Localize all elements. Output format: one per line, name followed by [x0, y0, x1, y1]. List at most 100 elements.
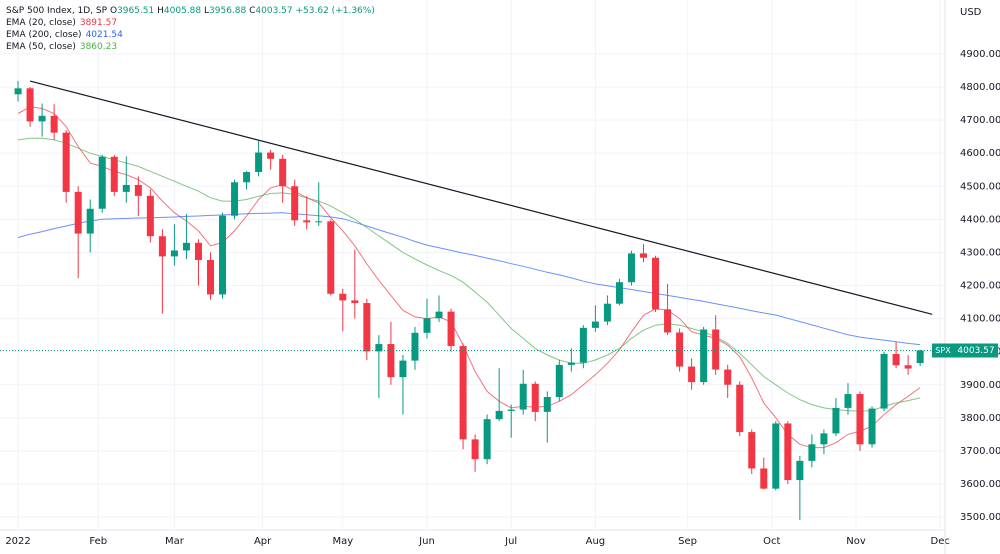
ema-legend: EMA (20, close) 3891.57 EMA (200, close) 40… [6, 17, 375, 53]
candle-body [591, 321, 599, 328]
x-tick-label: Aug [586, 536, 606, 547]
symbol-tag [932, 343, 954, 358]
candle-body [411, 332, 419, 361]
candle-body [279, 158, 287, 187]
candle-body [387, 344, 395, 378]
change: +53.62 (+1.36%) [295, 6, 375, 16]
candle-body [856, 394, 864, 445]
candle-body [267, 152, 275, 159]
ema-line [17, 212, 921, 346]
ema-legend-row: EMA (20, close) 3891.57 [6, 17, 375, 29]
legend: S&P 500 Index, 1D, SP O3965.51 H4005.88 … [6, 5, 375, 53]
candle-body [339, 293, 347, 301]
candle-body [243, 172, 251, 183]
symbol-tag-label: SPX [935, 346, 951, 355]
symbol-title: S&P 500 Index, 1D, SP [6, 6, 108, 16]
candle-body [615, 282, 623, 304]
candle-body [74, 191, 82, 234]
x-tick-label: Mar [165, 536, 185, 547]
ohlc-label: H [157, 6, 164, 16]
candle-body [555, 364, 563, 398]
candle-body [772, 423, 780, 489]
candle-body [483, 419, 491, 460]
candle-body [231, 182, 239, 216]
ema-value: 3891.57 [79, 18, 118, 28]
y-tick-label: 4300.00 [960, 247, 1000, 258]
candle-body [206, 260, 214, 295]
ema-line [17, 137, 921, 412]
candle-body [170, 250, 178, 257]
ohlc-label: C [249, 6, 256, 16]
x-tick-label: Apr [254, 536, 272, 547]
x-tick-label: Jun [418, 536, 435, 547]
candle-body [26, 88, 34, 122]
candle-body [784, 423, 792, 481]
y-tick-label: 3500.00 [960, 512, 1000, 523]
candle-body [700, 329, 708, 383]
symbol-row: S&P 500 Index, 1D, SP O3965.51 H4005.88 … [6, 5, 375, 17]
candle-body [748, 432, 756, 469]
y-tick-label: 3900.00 [960, 380, 1000, 391]
candle-body [14, 88, 22, 95]
x-tick-label: Oct [763, 536, 780, 547]
x-tick-label: May [332, 536, 353, 547]
ema-line [17, 106, 921, 449]
currency-label: USD [960, 7, 982, 18]
ema-name: EMA (20, close) [6, 18, 76, 28]
ohlc-value: 4005.88 [163, 6, 202, 16]
candle-body [122, 184, 130, 192]
candle-body [579, 327, 587, 363]
candle-body [832, 407, 840, 434]
candle-body [531, 383, 539, 412]
candle-body [110, 156, 118, 192]
candle-body [880, 353, 888, 409]
price-tag [954, 343, 998, 358]
candle-body [459, 346, 467, 440]
candle-body [134, 184, 142, 196]
ema-legend-row: EMA (50, close) 3860.23 [6, 41, 375, 53]
price-tag-label: 4003.57 [957, 346, 994, 356]
candle-body [435, 311, 443, 319]
y-tick-label: 4400.00 [960, 214, 1000, 225]
candle-body [664, 309, 672, 333]
ema-name: EMA (200, close) [6, 30, 82, 40]
candle-body [423, 318, 431, 333]
candle-body [363, 303, 371, 352]
candle-body [519, 383, 527, 410]
candle-body [652, 257, 660, 310]
candle-body [736, 384, 744, 433]
candle-body [676, 332, 684, 367]
candle-body [351, 300, 359, 304]
candle-body [255, 152, 263, 173]
y-tick-label: 4600.00 [960, 148, 1000, 159]
y-tick-label: 4200.00 [960, 281, 1000, 292]
candle-body [303, 220, 311, 223]
ema-value: 3860.23 [79, 42, 118, 52]
y-tick-label: 3800.00 [960, 413, 1000, 424]
x-tick-label: Sep [678, 536, 697, 547]
trendline [29, 80, 933, 315]
ema-value: 4021.54 [85, 30, 123, 40]
candle-body [50, 115, 58, 133]
candle-body [182, 242, 190, 251]
candle-body [808, 444, 816, 461]
candle-body [796, 460, 804, 481]
ema-legend-row: EMA (200, close) 4021.54 [6, 29, 375, 41]
y-tick-label: 3700.00 [960, 446, 1000, 457]
candle-body [158, 236, 166, 257]
y-tick-label: 4900.00 [960, 49, 1000, 60]
y-tick-label: 4800.00 [960, 82, 1000, 93]
x-tick-label: Feb [89, 536, 107, 547]
candle-body [712, 329, 720, 370]
candle-body [507, 409, 515, 411]
candle-body [567, 362, 575, 365]
y-tick-label: 3600.00 [960, 479, 1000, 490]
candle-body [327, 221, 335, 294]
ohlc-value: 4003.57 [255, 6, 293, 16]
y-tick-label: 4500.00 [960, 181, 1000, 192]
candle-body [219, 215, 227, 295]
candle-body [86, 208, 94, 234]
candle-body [892, 353, 900, 366]
